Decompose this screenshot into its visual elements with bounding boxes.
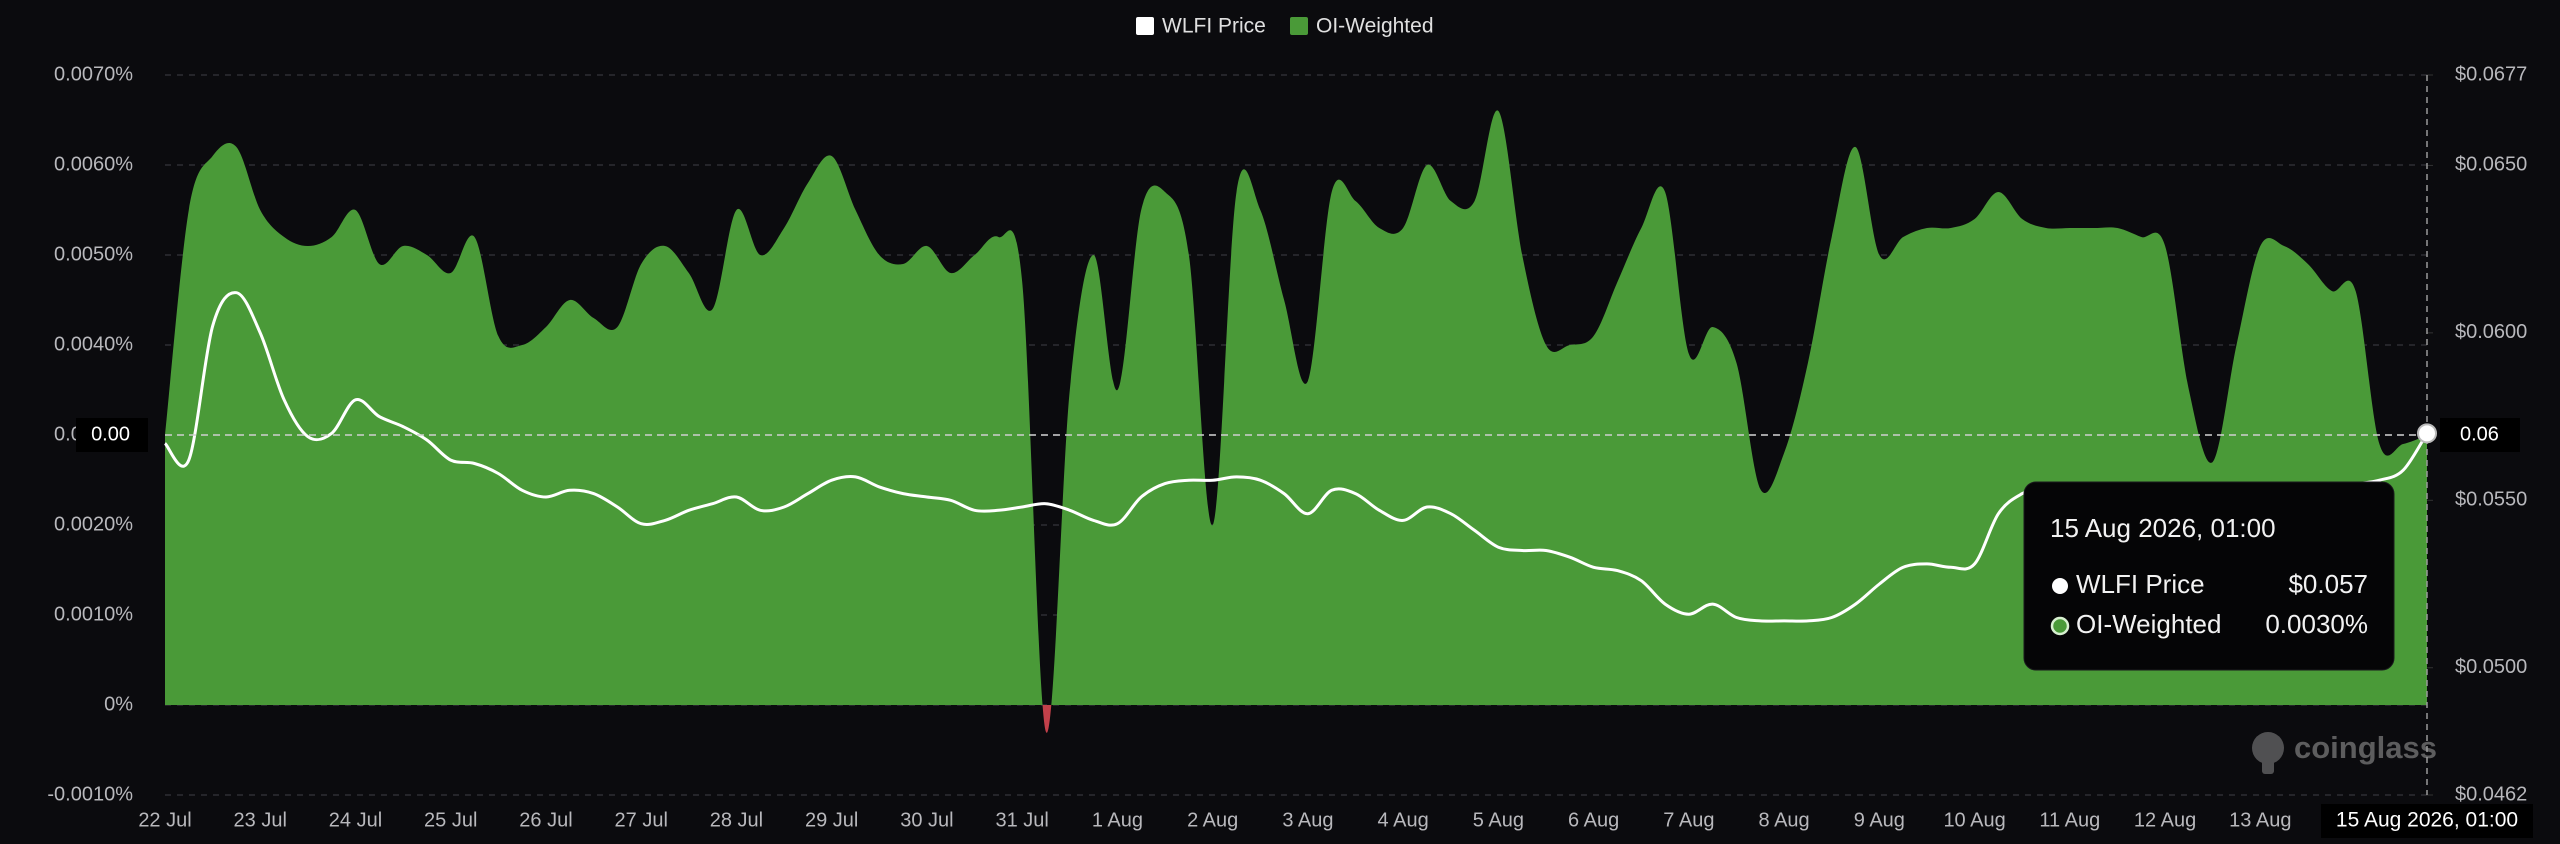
y-tick-label: 0.0020%	[54, 513, 133, 535]
y2-tick-label: $0.0650	[2455, 154, 2527, 176]
tooltip-dot	[2050, 616, 2070, 636]
tooltip-value: $0.057	[2288, 569, 2368, 599]
y-tick-label: 0.0010%	[54, 603, 133, 625]
x-tick-label: 11 Aug	[2039, 809, 2100, 831]
x-tick-label: 3 Aug	[1282, 809, 1333, 831]
x-tick-label: 22 Jul	[138, 809, 191, 831]
y-tick-label: 0.0040%	[54, 333, 133, 355]
watermark: coinglass	[2252, 730, 2437, 774]
price-point	[2417, 423, 2437, 444]
crosshair-y-label: 0.00	[91, 423, 130, 445]
tooltip-series-name: WLFI Price	[2076, 569, 2205, 599]
tooltip-box	[2023, 481, 2395, 671]
legend-swatch	[1136, 17, 1154, 35]
y2-tick-label: $0.0550	[2455, 489, 2527, 511]
x-tick-label: 28 Jul	[710, 809, 763, 831]
oi-area	[165, 110, 2427, 705]
y-tick-label: 0.0070%	[54, 63, 133, 85]
x-tick-label: 23 Jul	[234, 809, 287, 831]
x-tick-label: 8 Aug	[1759, 809, 1810, 831]
x-tick-label: 26 Jul	[519, 809, 572, 831]
x-tick-label: 12 Aug	[2134, 809, 2196, 831]
crosshair-y-box	[76, 418, 148, 452]
x-tick-label: 9 Aug	[1854, 809, 1905, 831]
y-tick-label: 0.0060%	[54, 153, 133, 175]
legend-label[interactable]: OI-Weighted	[1316, 15, 1434, 38]
y-tick-label: 0%	[104, 693, 133, 715]
y2-tick-label: $0.0500	[2455, 656, 2527, 678]
x-tick-label: 24 Jul	[329, 809, 382, 831]
y2-tick-label: $0.0677	[2455, 63, 2527, 85]
tooltip-value: 0.0030%	[2265, 609, 2368, 639]
x-tick-label: 25 Jul	[424, 809, 477, 831]
y2-tick-label: $0.0462	[2455, 783, 2527, 805]
legend[interactable]: WLFI Price OI-Weighted	[1136, 15, 1434, 38]
x-tick-label: 29 Jul	[805, 809, 858, 831]
y2-tick-label: $0.0600	[2455, 321, 2527, 343]
x-tick-label: 2 Aug	[1187, 809, 1238, 831]
watermark-icon	[2252, 732, 2284, 764]
x-tick-label: 31 Jul	[995, 809, 1048, 831]
x-tick-label: 4 Aug	[1378, 809, 1429, 831]
tooltip: 15 Aug 2026, 01:00 WLFI Price $0.057 OI-…	[2023, 481, 2395, 671]
tooltip-series-name: OI-Weighted	[2076, 609, 2221, 639]
x-tick-label: 7 Aug	[1663, 809, 1714, 831]
legend-swatch	[1290, 17, 1308, 35]
tooltip-title: 15 Aug 2026, 01:00	[2050, 513, 2276, 543]
y-tick-label: 0.0050%	[54, 243, 133, 265]
x-tick-label: 30 Jul	[900, 809, 953, 831]
legend-label[interactable]: WLFI Price	[1162, 15, 1266, 38]
x-tick-label: 27 Jul	[615, 809, 668, 831]
x-tick-label: 1 Aug	[1092, 809, 1143, 831]
crosshair: 0.00 0.06	[76, 75, 2520, 795]
tooltip-dot	[2052, 578, 2068, 594]
y-tick-label: -0.0010%	[47, 783, 133, 805]
crosshair-y2-box	[2440, 418, 2520, 452]
x-tick-label: 13 Aug	[2229, 809, 2291, 831]
watermark-text: coinglass	[2294, 730, 2437, 765]
crosshair-y2-label: 0.06	[2460, 423, 2499, 445]
x-tick-label: 15 Aug 2026, 01:00	[2336, 809, 2518, 832]
watermark-icon	[2262, 758, 2274, 774]
x-tick-label: 6 Aug	[1568, 809, 1619, 831]
x-tick-label: 10 Aug	[1943, 809, 2005, 831]
x-tick-label: 5 Aug	[1473, 809, 1524, 831]
crosshair-x-box	[2321, 804, 2533, 838]
